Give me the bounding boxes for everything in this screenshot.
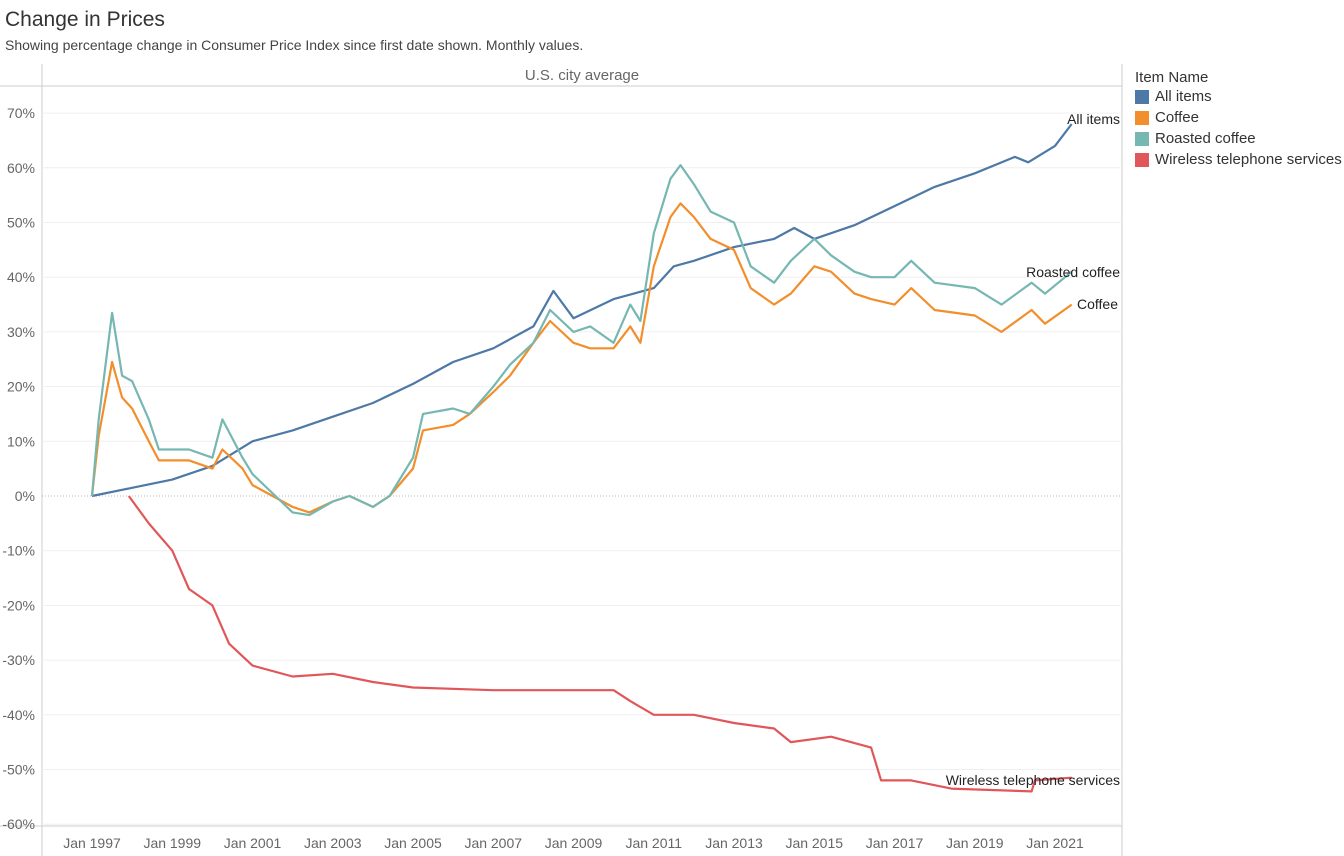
x-tick-label: Jan 1997 — [63, 835, 121, 851]
y-tick-label: -30% — [2, 652, 35, 668]
y-tick-label: -20% — [2, 597, 35, 613]
panel-header: U.S. city average — [525, 67, 639, 84]
y-tick-label: 50% — [7, 215, 35, 231]
end-label-coffee: Coffee — [1077, 296, 1118, 312]
legend-label: All items — [1155, 88, 1212, 105]
legend-swatch — [1135, 152, 1149, 167]
chart-subtitle: Showing percentage change in Consumer Pr… — [5, 37, 584, 53]
y-tick-label: 10% — [7, 433, 35, 449]
legend-item-wireless-telephone-services[interactable]: Wireless telephone services — [1135, 149, 1342, 170]
x-tick-label: Jan 2003 — [304, 835, 362, 851]
x-tick-label: Jan 2011 — [625, 835, 682, 851]
y-tick-label: 70% — [7, 105, 35, 121]
legend-label: Wireless telephone services — [1155, 151, 1342, 168]
y-tick-label: -60% — [2, 816, 35, 832]
x-tick-label: Jan 2007 — [464, 835, 522, 851]
legend-title: Item Name — [1135, 69, 1209, 86]
end-label-all-items: All items — [1067, 111, 1120, 127]
y-tick-label: -50% — [2, 762, 35, 778]
y-tick-label: 30% — [7, 324, 35, 340]
legend-item-coffee[interactable]: Coffee — [1135, 107, 1342, 128]
legend-swatch — [1135, 89, 1149, 104]
x-tick-label: Jan 2005 — [384, 835, 442, 851]
chart-title: Change in Prices — [5, 8, 165, 31]
legend-item-all-items[interactable]: All items — [1135, 86, 1342, 107]
x-tick-label: Jan 2013 — [705, 835, 763, 851]
legend-item-roasted-coffee[interactable]: Roasted coffee — [1135, 128, 1342, 149]
series-line-roasted-coffee[interactable] — [90, 164, 1073, 517]
x-tick-label: Jan 2009 — [545, 835, 603, 851]
y-tick-label: 60% — [7, 160, 35, 176]
y-tick-label: 20% — [7, 379, 35, 395]
legend-swatch — [1135, 110, 1149, 125]
legend-swatch — [1135, 131, 1149, 146]
y-tick-label: -40% — [2, 707, 35, 723]
series-line-wireless-telephone-services[interactable] — [127, 495, 1072, 793]
legend-label: Coffee — [1155, 109, 1199, 126]
end-label-roasted-coffee: Roasted coffee — [1026, 264, 1120, 280]
legend: Item Name All items Coffee Roasted coffee W… — [1135, 69, 1342, 170]
x-tick-label: Jan 2017 — [866, 835, 924, 851]
x-tick-label: Jan 1999 — [143, 835, 201, 851]
series-line-all-items[interactable] — [91, 123, 1073, 498]
line-chart: U.S. city average 70% 60% 50% 40% 30% 20% 10% 0… — [0, 64, 1123, 856]
series-line-coffee[interactable] — [90, 202, 1073, 514]
legend-label: Roasted coffee — [1155, 130, 1256, 147]
end-label-wireless-telephone-services: Wireless telephone services — [946, 772, 1120, 788]
y-tick-label: 0% — [15, 488, 35, 504]
x-tick-label: Jan 2001 — [224, 835, 282, 851]
y-tick-label: 40% — [7, 269, 35, 285]
x-tick-label: Jan 2021 — [1026, 835, 1084, 851]
x-tick-label: Jan 2015 — [785, 835, 843, 851]
x-tick-label: Jan 2019 — [946, 835, 1004, 851]
y-tick-label: -10% — [2, 543, 35, 559]
